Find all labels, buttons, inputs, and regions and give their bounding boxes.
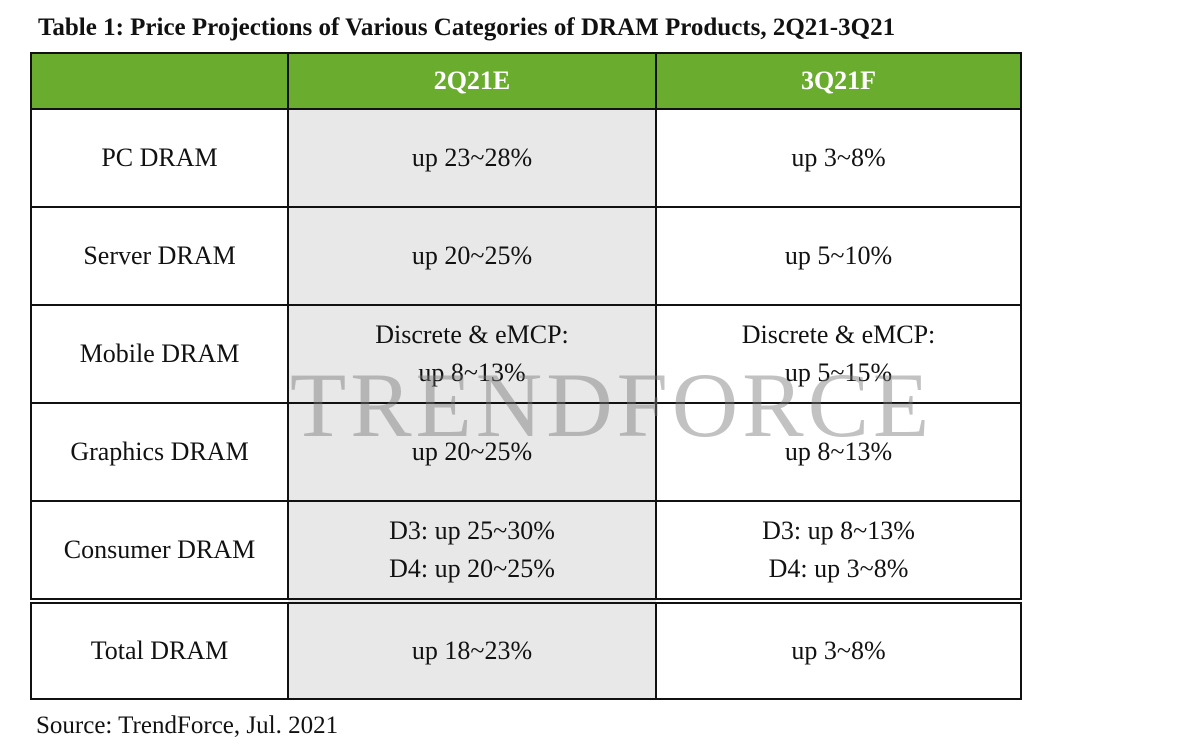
table-cell: up 20~25% [287,402,657,502]
table-title: Table 1: Price Projections of Various Ca… [38,14,896,41]
table-cell: up 8~13% [655,402,1022,502]
row-label: Graphics DRAM [30,402,289,502]
table: 2Q21E 3Q21F PC DRAM up 23~28% up 3~8% Server… [30,52,1022,700]
table-row: Consumer DRAM D3: up 25~30% D4: up 20~25% D… [30,500,1022,602]
cell-line: D4: up 20~25% [389,554,555,583]
table-row: Graphics DRAM up 20~25% up 8~13% [30,402,1022,502]
cell-line: up 5~15% [784,358,893,387]
row-label: Total DRAM [30,598,289,700]
cell-line: D4: up 3~8% [768,554,909,583]
cell-line: up 23~28% [411,143,533,172]
table-cell: up 18~23% [287,598,657,700]
table-row: Mobile DRAM Discrete & eMCP: up 8~13% Discr… [30,304,1022,404]
table-row: Total DRAM up 18~23% up 3~8% [30,598,1022,700]
cell-line: up 20~25% [411,437,533,466]
cell-line: Discrete & eMCP: [375,320,569,349]
row-label: PC DRAM [30,108,289,208]
cell-line: D3: up 25~30% [389,516,555,545]
table-cell: up 3~8% [655,598,1022,700]
table-cell: up 23~28% [287,108,657,208]
cell-line: up 8~13% [418,358,526,387]
cell-line: Discrete & eMCP: [741,320,936,349]
table-cell: up 20~25% [287,206,657,306]
source-note: Source: TrendForce, Jul. 2021 [36,712,339,739]
table-cell: Discrete & eMCP: up 5~15% [655,304,1022,404]
header-cell [30,52,289,110]
table-cell: up 5~10% [655,206,1022,306]
cell-line: up 18~23% [411,636,533,665]
row-label: Consumer DRAM [30,500,289,602]
table-cell: D3: up 25~30% D4: up 20~25% [287,500,657,602]
table-cell: up 3~8% [655,108,1022,208]
cell-line: up 5~10% [784,241,893,270]
column-header: 3Q21F [655,52,1022,110]
cell-line: up 3~8% [791,143,886,172]
row-label: Mobile DRAM [30,304,289,404]
cell-line: up 8~13% [784,437,893,466]
table-body: PC DRAM up 23~28% up 3~8% Server DRAM up 20~… [30,108,1022,700]
row-label: Server DRAM [30,206,289,306]
table-row: PC DRAM up 23~28% up 3~8% [30,108,1022,208]
cell-line: up 20~25% [411,241,533,270]
column-header: 2Q21E [287,52,657,110]
header-row: 2Q21E 3Q21F [30,52,1022,110]
table-cell: D3: up 8~13% D4: up 3~8% [655,500,1022,602]
table-cell: Discrete & eMCP: up 8~13% [287,304,657,404]
cell-line: D3: up 8~13% [762,516,915,545]
table-row: Server DRAM up 20~25% up 5~10% [30,206,1022,306]
cell-line: up 3~8% [791,636,886,665]
